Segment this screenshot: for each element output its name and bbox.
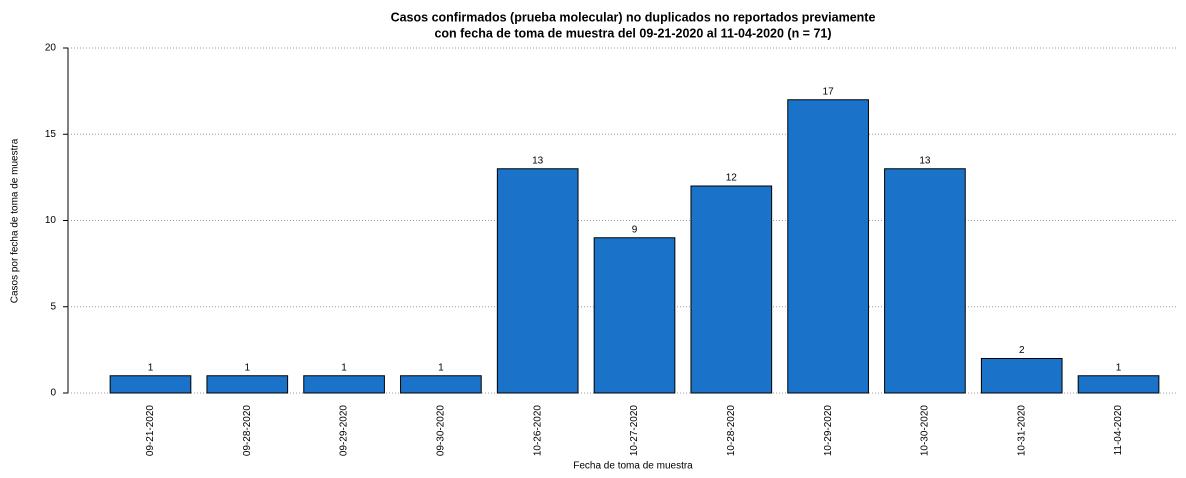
bar (109, 375, 192, 394)
x-tick-label: 09-29-2020 (339, 405, 350, 457)
bar (787, 99, 869, 394)
x-tick-label: 10-30-2020 (920, 405, 931, 457)
y-tick-label: 0 (50, 388, 56, 399)
bar (1077, 375, 1160, 394)
value-label: 13 (532, 155, 544, 166)
value-label: 1 (244, 362, 250, 373)
x-tick-label: 11-04-2020 (1113, 405, 1124, 456)
bar (690, 185, 773, 394)
x-tick-label: 10-26-2020 (532, 405, 543, 457)
y-tick-label: 20 (45, 43, 57, 54)
x-tick-label: 09-21-2020 (145, 405, 156, 457)
value-label: 13 (919, 155, 931, 166)
value-label: 12 (726, 173, 738, 184)
bar (206, 375, 289, 394)
y-tick-label: 5 (50, 301, 56, 312)
value-label: 2 (1019, 345, 1025, 356)
x-tick-label: 10-29-2020 (823, 405, 834, 457)
value-label: 9 (632, 224, 638, 235)
y-tick-label: 15 (45, 129, 57, 140)
x-tick-label: 10-27-2020 (629, 405, 640, 457)
y-axis-label: Casos por fecha de toma de muestra (10, 138, 21, 303)
x-tick-label: 10-28-2020 (726, 405, 737, 457)
bar (400, 375, 482, 394)
x-tick-label: 10-31-2020 (1016, 405, 1027, 457)
x-axis-label: Fecha de toma de muestra (573, 461, 693, 472)
value-label: 1 (148, 362, 154, 373)
x-tick-label: 09-28-2020 (242, 405, 253, 457)
bar (884, 168, 966, 394)
chart-title: con fecha de toma de muestra del 09-21-2… (434, 26, 831, 40)
value-label: 17 (823, 86, 835, 97)
bar (593, 237, 676, 394)
value-label: 1 (341, 362, 347, 373)
value-label: 1 (1116, 362, 1122, 373)
bar (980, 358, 1063, 394)
bar (496, 168, 579, 394)
bar (303, 375, 385, 394)
value-label: 1 (438, 362, 444, 373)
chart-title: Casos confirmados (prueba molecular) no … (391, 10, 876, 24)
x-tick-label: 09-30-2020 (436, 405, 447, 457)
y-tick-label: 10 (45, 215, 57, 226)
